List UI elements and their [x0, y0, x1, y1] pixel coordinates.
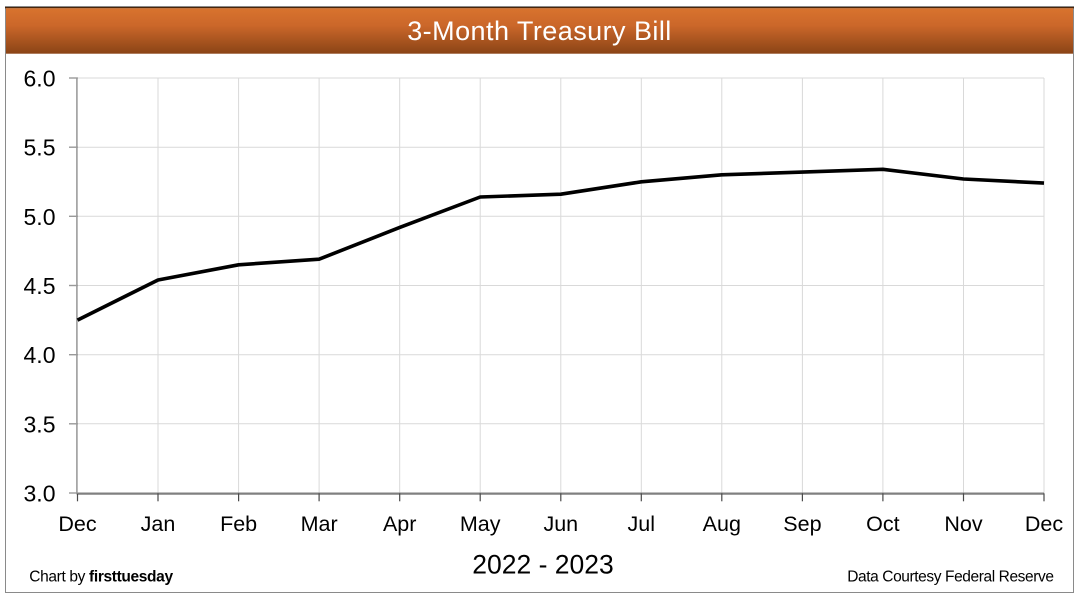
svg-text:3.5: 3.5: [24, 411, 56, 437]
svg-text:Aug: Aug: [703, 512, 741, 536]
svg-text:3.0: 3.0: [24, 481, 56, 507]
svg-text:Oct: Oct: [866, 512, 899, 536]
svg-text:Sep: Sep: [783, 512, 821, 536]
svg-text:5.5: 5.5: [24, 135, 56, 161]
svg-text:4.5: 4.5: [24, 273, 56, 299]
svg-text:5.0: 5.0: [24, 204, 56, 230]
svg-text:Jul: Jul: [628, 512, 655, 536]
svg-text:2022 - 2023: 2022 - 2023: [472, 549, 613, 579]
svg-text:Dec: Dec: [1025, 512, 1063, 536]
svg-text:Mar: Mar: [301, 512, 338, 536]
svg-text:4.0: 4.0: [24, 342, 56, 368]
svg-text:May: May: [460, 512, 501, 536]
svg-text:Dec: Dec: [58, 512, 96, 536]
svg-text:Chart by firsttuesday: Chart by firsttuesday: [29, 568, 173, 585]
svg-text:3-Month Treasury Bill: 3-Month Treasury Bill: [407, 16, 672, 46]
svg-text:Jan: Jan: [141, 512, 176, 536]
svg-text:6.0: 6.0: [24, 66, 56, 92]
svg-text:Feb: Feb: [220, 512, 257, 536]
svg-text:Data Courtesy Federal Reserve: Data Courtesy Federal Reserve: [847, 568, 1053, 585]
svg-text:Apr: Apr: [383, 512, 416, 536]
svg-text:Jun: Jun: [543, 512, 578, 536]
svg-text:Nov: Nov: [944, 512, 982, 536]
